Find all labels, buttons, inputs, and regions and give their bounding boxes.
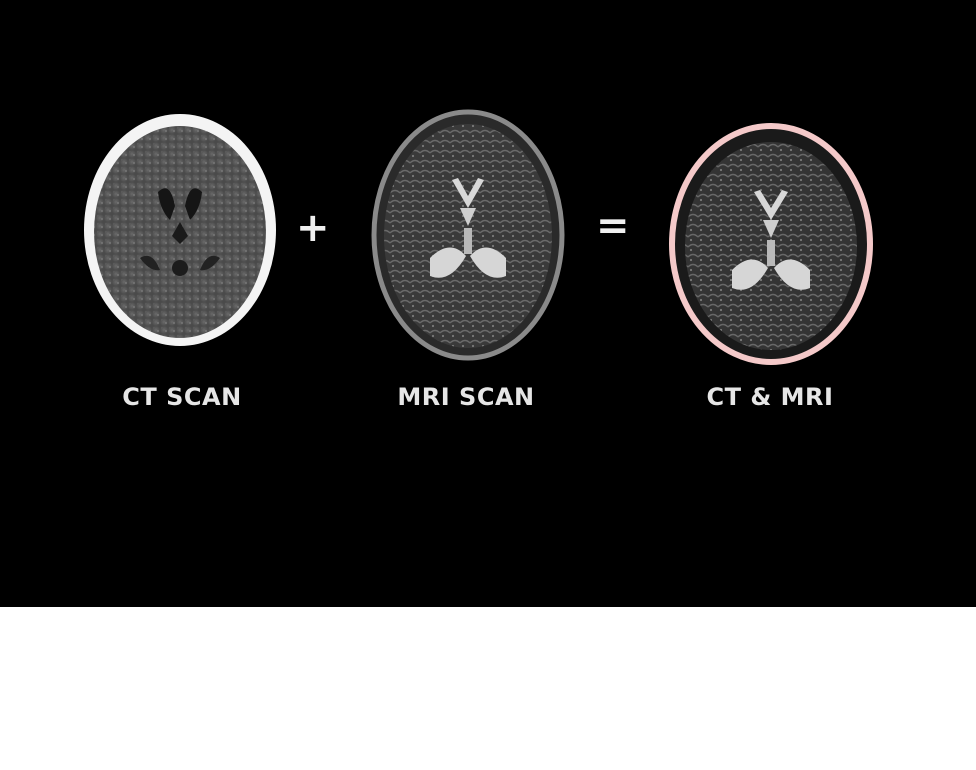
ct-mri-label: CT & MRI <box>706 383 834 411</box>
plus-operator: + <box>296 205 330 251</box>
mri-scan-label: MRI SCAN <box>397 383 535 411</box>
mri-scan-image <box>370 108 566 362</box>
ct-mri-fused-image <box>668 122 874 366</box>
equals-operator: = <box>596 203 630 249</box>
ct-scan-label: CT SCAN <box>122 383 242 411</box>
blank-area <box>0 607 976 770</box>
ct-scan-image <box>80 110 280 350</box>
figure-panel: + = <box>0 0 976 607</box>
